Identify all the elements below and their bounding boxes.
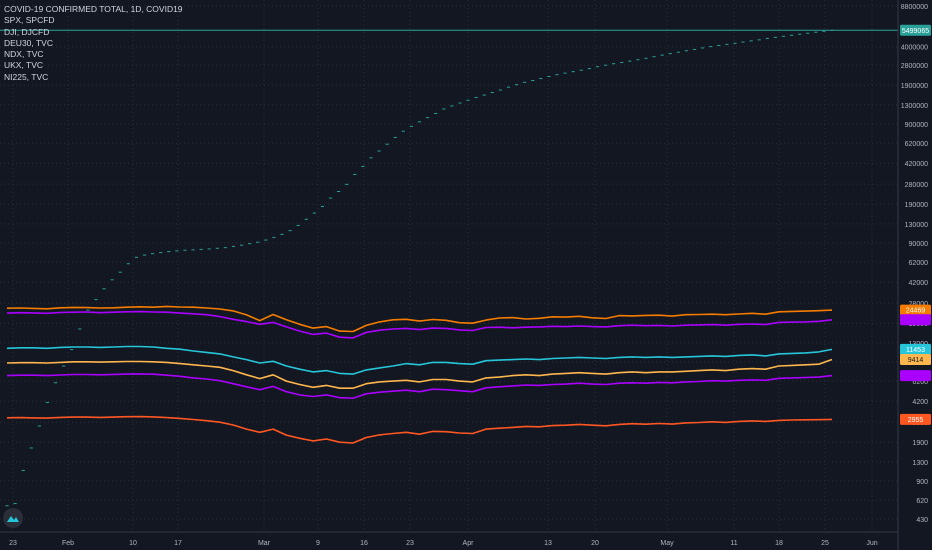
last-value-badges: 5499065 24469 11453 9414 2955 [900,24,931,425]
y-tick-label: 2800000 [901,63,928,70]
last-value-text: 24469 [906,308,926,315]
last-value-badge: 5499065 [900,24,931,36]
series-line-6 [6,415,833,444]
x-tick-label: 11 [730,540,737,547]
y-tick-label: 1300000 [901,103,928,110]
y-tick-label: 1300 [912,460,928,467]
x-tick-label: 17 [174,540,182,547]
y-tick-label: 130000 [905,222,928,229]
x-tick-label: 20 [591,540,599,547]
x-tick-label: 23 [406,540,414,547]
x-tick-label: Apr [463,540,475,547]
covid-series [5,29,834,507]
y-tick-label: 1900 [912,440,928,447]
grid-lines [0,0,898,532]
x-tick-label: 23 [9,540,17,547]
series-line-4 [6,358,833,389]
y-tick-label: 900 [916,479,928,486]
x-tick-label: 9 [316,540,320,547]
legend-item-covid[interactable]: COVID-19 CONFIRMED TOTAL, 1D, COVID19 [4,4,183,14]
x-tick-label: 10 [129,540,137,547]
x-tick-label: 13 [544,540,552,547]
legend-item-ukx[interactable]: UKX, TVC [4,60,44,71]
legend-item-deu30[interactable]: DEU30, TVC [4,37,53,48]
last-value-badge: 9414 [900,354,931,366]
last-value-badge: 2955 [900,413,931,425]
series-layer [0,29,898,507]
tradingview-logo-icon[interactable] [3,508,23,528]
legend-item-dji[interactable]: DJI, DJCFD [4,26,50,37]
legend-item-ndx[interactable]: NDX, TVC [4,49,44,60]
y-tick-label: 4000000 [901,45,928,52]
x-tick-label: Mar [258,540,271,547]
y-tick-label: 4200 [912,399,928,406]
last-value-badge [900,314,931,326]
x-tick-label: May [660,540,674,547]
last-value-text: 2955 [908,417,924,424]
series-line-1 [6,305,833,333]
series-line-3 [6,345,833,375]
x-tick-label: 16 [360,540,368,547]
chart-legend: COVID-19 CONFIRMED TOTAL, 1D, COVID19 SP… [4,4,183,83]
y-tick-label: 6200 [912,379,928,386]
last-value-badge: 24469 [900,304,931,316]
y-tick-label: 420000 [905,161,928,168]
legend-item-spx[interactable]: SPX, SPCFD [4,15,55,26]
y-tick-label: 190000 [905,202,928,209]
x-tick-label: Jun [866,540,877,547]
x-tick-label: Feb [62,540,74,547]
y-tick-label: 900000 [905,122,928,129]
last-value-badge [900,370,931,382]
x-tick-label: 18 [775,540,783,547]
y-tick-label: 430 [916,517,928,524]
y-tick-label: 280000 [905,182,928,189]
y-tick-label: 620 [916,498,928,505]
y-tick-label: 620000 [905,141,928,148]
y-tick-label: 42000 [909,280,929,287]
time-axis[interactable]: 23 Feb 10 17 Mar 9 16 23 Apr 13 20 May 11 18 25 Jun [0,531,898,547]
last-value-badge: 11453 [900,343,931,355]
y-tick-label: 90000 [909,241,929,248]
series-line-2 [6,310,833,339]
legend-item-ni225[interactable]: NI225, TVC [4,71,49,82]
x-tick-label: 25 [821,540,829,547]
price-axis[interactable]: 8800000 4000000 2800000 1900000 1300000 90000… [897,0,929,550]
last-value-text: 9414 [908,357,924,364]
y-tick-label: 8800000 [901,4,928,11]
last-value-text: 11453 [906,347,925,354]
y-tick-label: 62000 [909,260,929,267]
series-line-5 [6,373,833,399]
y-tick-label: 1900000 [901,83,928,90]
last-value-text: 5499065 [902,28,929,35]
